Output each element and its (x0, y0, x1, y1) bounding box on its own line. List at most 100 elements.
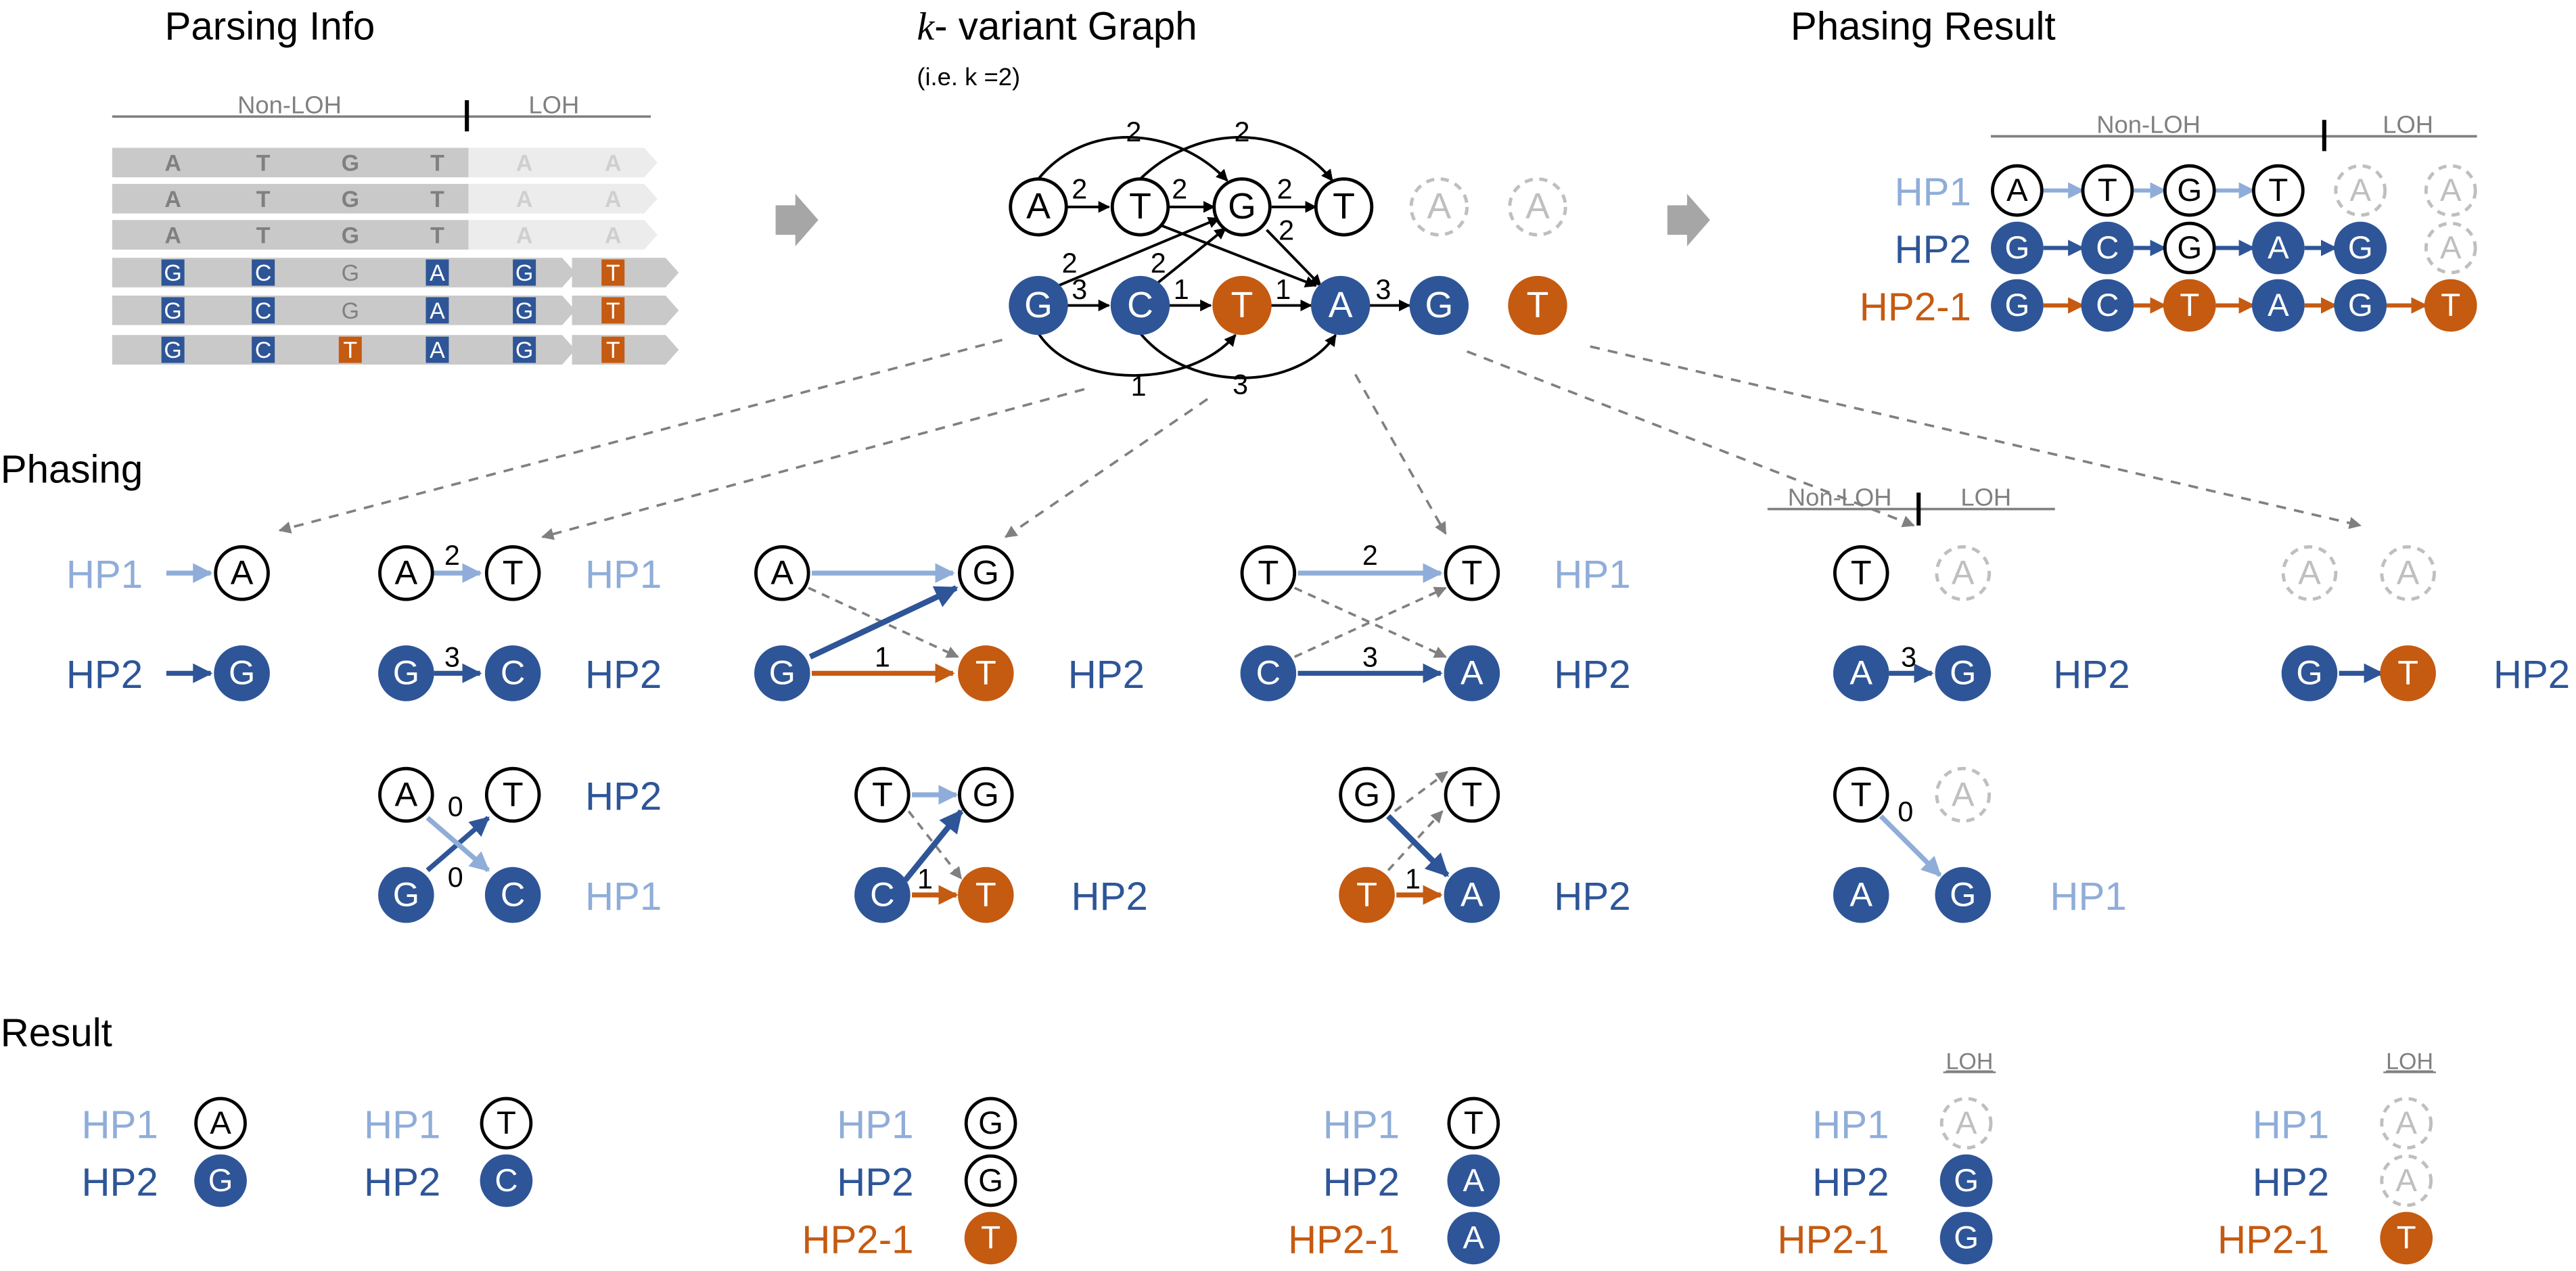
step4b-bottom-node-1-letter: T (1356, 875, 1377, 913)
step3b-bottom-node-1-letter: C (870, 875, 894, 913)
step4-top-label: HP1 (1554, 553, 1630, 597)
step5-top-node-1: T (1833, 545, 1889, 601)
step2-top-label: HP1 (585, 553, 662, 597)
step4-weight-top: 2 (1362, 540, 1378, 571)
step5-bottom-node-1-letter: A (1849, 653, 1872, 692)
step6-bottom-node-2: T (2380, 645, 2436, 701)
step6-bottom-node-2-letter: T (2397, 653, 2418, 692)
step5-weight: 3 (1901, 642, 1916, 673)
result-column-6: HP1 A HP2 A HP2-1 T LOH (2217, 1048, 2436, 1265)
step3-label: HP2 (1068, 653, 1145, 697)
step1-top-node: A (214, 545, 270, 601)
phasing-result-hp1-node-1-letter: A (2006, 172, 2028, 208)
read-base: G (342, 260, 359, 286)
step2-cross-top-node-1-letter: A (395, 775, 418, 813)
result-column-5-hp2-label: HP2 (1812, 1160, 1889, 1204)
graph-top-node-1: A (1009, 177, 1068, 237)
read-base: G (342, 298, 359, 324)
result-column-5-hp1-node: A (1939, 1096, 1993, 1150)
read-base: G (342, 187, 359, 212)
step5b-hp1-edge (1879, 814, 1942, 877)
graph-bottom-node-3-letter: T (1231, 285, 1254, 325)
result-column-3-hp2-node: G (964, 1154, 1017, 1207)
result-column-5-hp2_1-node: G (1939, 1211, 1993, 1265)
result-column-4-hp2-node-letter: A (1463, 1163, 1485, 1199)
step3-dashed-edge (808, 586, 959, 658)
result-column-6-hp2-node: A (2380, 1154, 2433, 1207)
step4-top-node-2: T (1444, 545, 1500, 601)
step3b-hp2-edge (903, 809, 964, 882)
graph-bottom-node-1: G (1009, 275, 1068, 336)
step2-top-node-2: T (484, 545, 541, 601)
result-column-2-hp1-node-letter: T (497, 1105, 516, 1141)
guide-arrow-3 (1004, 398, 1209, 538)
step3b-label: HP2 (1072, 875, 1148, 919)
graph-top-node-4-letter: T (1333, 186, 1355, 227)
phasing-result-hp2_1-node-5: G (2334, 279, 2387, 332)
step6-top-node-2: A (2380, 545, 2436, 601)
result-column-1-hp2-node: G (194, 1154, 247, 1207)
result-column-3-hp1-node: G (964, 1096, 1017, 1150)
phasing-result-hp2-label: HP2 (1895, 227, 1971, 271)
step2-top-node-1: A (378, 545, 434, 601)
step6-top-node-2-letter: A (2397, 553, 2420, 592)
heading-graph: k- variant Graph (917, 4, 1197, 48)
read-base: T (606, 260, 620, 286)
step5-top-node-1-letter: T (1851, 553, 1872, 592)
graph-weight-c-diag: 2 (1151, 248, 1166, 279)
step4-dashed-edge-up (1293, 586, 1447, 658)
step2-cross-top-node-2: T (484, 766, 541, 823)
read-base: A (605, 223, 622, 248)
phasing-result-loh-label: LOH (2383, 111, 2433, 139)
result-column-6-hp1-label: HP1 (2253, 1103, 2329, 1147)
step2-bottom-node-1: G (378, 645, 434, 701)
guide-arrow-4 (1354, 373, 1447, 535)
graph-top-node-6: A (1508, 177, 1567, 237)
heading-graph-rest: - variant Graph (934, 4, 1197, 48)
read-base: C (255, 260, 272, 286)
step4-bottom-node-2-letter: A (1460, 653, 1484, 692)
result-column-4: HP1 T HP2 A HP2-1 A (1288, 1096, 1500, 1265)
graph-weight-a-t: 2 (1072, 174, 1087, 205)
result-column-5-hp2-node: G (1939, 1154, 1993, 1207)
read-base: G (342, 150, 359, 176)
graph-edge-arc-c-a (1139, 332, 1337, 379)
step4b-top-node-1: G (1339, 766, 1395, 823)
graph-weight-g-t: 2 (1277, 174, 1293, 205)
phasing-result-hp2-node-3: G (2163, 221, 2216, 275)
result-column-5-hp1-label: HP1 (1812, 1103, 1889, 1147)
graph-bottom-node-3: T (1212, 275, 1272, 336)
result-column-5-hp1-node-letter: A (1956, 1105, 1977, 1141)
result-column-4-hp2_1-node: A (1447, 1211, 1500, 1265)
phasing-result-hp2-node-6: A (2424, 221, 2477, 275)
step5b-top-node-2: A (1935, 766, 1992, 823)
step4b-hp2-edge (1386, 814, 1450, 877)
step3-bottom-node-2: T (958, 645, 1014, 701)
read-base: G (515, 338, 533, 363)
graph-top-node-3-letter: G (1228, 186, 1256, 227)
read-base: G (164, 338, 181, 363)
read-base: T (256, 187, 271, 212)
step2-cross-weight-bottom: 0 (448, 862, 463, 893)
result-column-3-hp2_1-label: HP2-1 (802, 1218, 913, 1262)
step5-top-node-2-letter: A (1952, 553, 1975, 592)
result-column-1: HP1 A HP2 G (81, 1096, 247, 1207)
graph-weight-g-down: 2 (1279, 214, 1294, 246)
graph-edge-weights: 2 2 2 2 2 2 2 2 3 1 1 3 1 3 (1062, 116, 1392, 402)
phasing-result-hp2-1-label: HP2-1 (1860, 285, 1971, 329)
graph-top-node-3: G (1212, 177, 1272, 237)
graph-edge-t-g-diag (1159, 223, 1317, 287)
read-base: A (605, 187, 622, 212)
phasing-steps: HP1 HP2 2 3 HP1 HP2 0 0 HP2 HP1 1 HP2 (66, 484, 2570, 919)
result-column-6-hp1-node-letter: A (2395, 1105, 2417, 1141)
step2-cross-bottom-label: HP1 (585, 875, 662, 919)
result-column-2: HP1 T HP2 C (364, 1096, 533, 1207)
graph-bottom-node-5-letter: G (1425, 285, 1453, 325)
read-base: C (255, 298, 272, 324)
step4b-top-node-1-letter: G (1354, 775, 1380, 813)
guide-arrow-6 (1590, 345, 2362, 530)
step5-top-node-2: A (1935, 545, 1992, 601)
